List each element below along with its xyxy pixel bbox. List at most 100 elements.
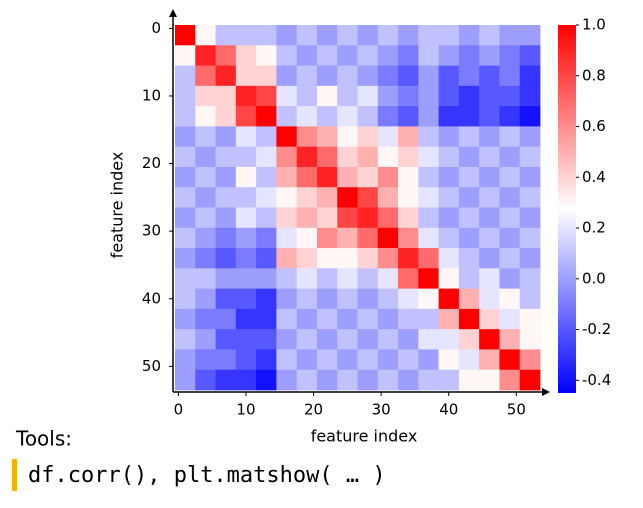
heatmap-cell xyxy=(519,65,541,87)
heatmap-cell xyxy=(195,146,216,168)
heatmap-cell xyxy=(296,227,318,249)
heatmap-cell xyxy=(175,45,196,66)
heatmap-cell xyxy=(195,288,216,310)
heatmap-cell xyxy=(377,166,399,188)
heatmap-cell xyxy=(276,207,298,229)
heatmap-cell xyxy=(296,308,318,330)
x-tick-label: 0 xyxy=(174,401,184,419)
heatmap-cell xyxy=(215,349,237,371)
heatmap-cell xyxy=(357,85,379,107)
heatmap-cell xyxy=(296,288,318,310)
heatmap-cell xyxy=(499,268,521,290)
heatmap-cell xyxy=(276,65,298,87)
heatmap-cell xyxy=(276,288,298,310)
y-arrow xyxy=(169,9,177,17)
heatmap-cell xyxy=(235,65,257,87)
heatmap-cell xyxy=(215,45,237,66)
heatmap-cell xyxy=(398,308,419,330)
heatmap-cell xyxy=(316,25,338,46)
heatmap-cell xyxy=(377,126,399,148)
heatmap-cell xyxy=(519,349,541,371)
heatmap-cell xyxy=(316,187,338,208)
heatmap-cell xyxy=(195,248,216,269)
heatmap-cell xyxy=(276,85,298,107)
heatmap-cell xyxy=(499,25,521,46)
heatmap-cell xyxy=(296,45,318,66)
heatmap-cell xyxy=(499,248,521,269)
heatmap-cell xyxy=(215,25,237,46)
heatmap-cell xyxy=(316,45,338,66)
heatmap-cell xyxy=(499,369,521,391)
heatmap-cell xyxy=(337,349,358,371)
heatmap-cell xyxy=(357,146,379,168)
heatmap-cell xyxy=(479,65,500,87)
heatmap-cell xyxy=(256,268,277,290)
heatmap-cell xyxy=(337,248,358,269)
heatmap-cell xyxy=(438,369,460,391)
heatmap-cell xyxy=(479,106,500,127)
heatmap-cell xyxy=(499,288,521,310)
heatmap-cell xyxy=(215,308,237,330)
heatmap-cell xyxy=(519,369,541,391)
heatmap-cell xyxy=(458,106,480,127)
heatmap-cell xyxy=(398,329,419,350)
heatmap-cell xyxy=(418,85,440,107)
heatmap-cell xyxy=(296,369,318,391)
heatmap-cell xyxy=(438,126,460,148)
x-arrow xyxy=(542,388,550,396)
heatmap-cell xyxy=(215,126,237,148)
heatmap-cell xyxy=(398,85,419,107)
heatmap-cell xyxy=(499,126,521,148)
heatmap-cell xyxy=(235,166,257,188)
code-text: df.corr(), plt.matshow( … ) xyxy=(28,463,386,488)
heatmap-cell xyxy=(519,85,541,107)
heatmap-cell xyxy=(316,106,338,127)
y-tick-label: 40 xyxy=(142,289,161,307)
heatmap-cell xyxy=(499,146,521,168)
heatmap-cell xyxy=(458,288,480,310)
heatmap-cell xyxy=(438,187,460,208)
heatmap-cell xyxy=(316,329,338,350)
heatmap-cell xyxy=(316,227,338,249)
heatmap-cell xyxy=(195,329,216,350)
colorbar xyxy=(558,25,576,393)
heatmap-cell xyxy=(276,166,298,188)
heatmap-cell xyxy=(195,369,216,391)
heatmap-cell xyxy=(479,369,500,391)
heatmap-cell xyxy=(519,227,541,249)
heatmap-cell xyxy=(458,227,480,249)
heatmap-cell xyxy=(316,166,338,188)
heatmap-cell xyxy=(398,126,419,148)
heatmap-cell xyxy=(276,126,298,148)
heatmap-cell xyxy=(316,349,338,371)
heatmap-cell xyxy=(479,207,500,229)
heatmap-cell xyxy=(499,207,521,229)
heatmap-cell xyxy=(438,25,460,46)
heatmap-cell xyxy=(418,106,440,127)
heatmap-cell xyxy=(276,187,298,208)
x-tick-label: 30 xyxy=(372,401,391,419)
heatmap-cell xyxy=(398,146,419,168)
heatmap-cell xyxy=(377,106,399,127)
heatmap-cell xyxy=(195,268,216,290)
heatmap-cell xyxy=(458,308,480,330)
heatmap-cell xyxy=(438,227,460,249)
heatmap-cell xyxy=(479,25,500,46)
heatmap-cell xyxy=(377,25,399,46)
heatmap-cell xyxy=(195,227,216,249)
heatmap-cell xyxy=(276,308,298,330)
heatmap-cell xyxy=(256,329,277,350)
x-tick-label: 10 xyxy=(236,401,255,419)
heatmap-cell xyxy=(316,308,338,330)
heatmap-cell xyxy=(398,248,419,269)
heatmap-cell xyxy=(276,106,298,127)
heatmap-cell xyxy=(215,85,237,107)
heatmap-cell xyxy=(357,329,379,350)
heatmap-cell xyxy=(175,369,196,391)
heatmap-cell xyxy=(256,187,277,208)
heatmap-cell xyxy=(458,166,480,188)
heatmap-cell xyxy=(458,248,480,269)
heatmap-cell xyxy=(215,329,237,350)
heatmap-cell xyxy=(337,308,358,330)
